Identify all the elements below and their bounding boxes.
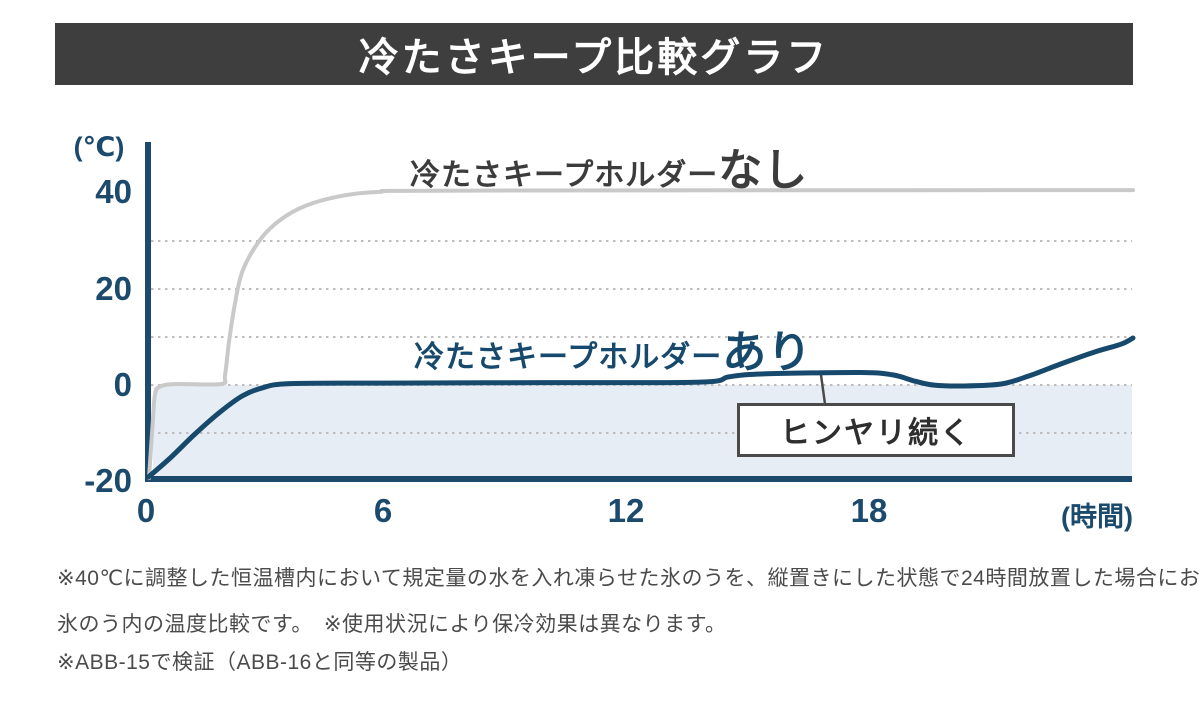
x-tick-18: 18: [850, 492, 888, 529]
series-ari-line: [145, 335, 1136, 480]
series-nashi-line: [147, 188, 1135, 481]
series-label-nashi-suffix: なし: [718, 146, 809, 195]
footnote-1: ※40℃に調整した恒温槽内において規定量の水を入れ凍らせた氷のうを、縦置きにした…: [57, 567, 1200, 590]
y-tick-40: 40: [95, 173, 132, 210]
x-tick-0: 0: [136, 492, 156, 529]
x-axis-unit: (時間): [1061, 502, 1133, 532]
callout-connector-line: [819, 374, 827, 405]
series-label-nashi: 冷たさキープホルダー なし: [410, 134, 808, 198]
chart-title-banner: 冷たさキープ比較グラフ: [55, 23, 1133, 85]
y-axis-unit: (℃): [73, 132, 125, 162]
series-label-ari-suffix: あり: [722, 328, 813, 377]
series-label-nashi-prefix: 冷たさキープホルダー: [410, 159, 719, 192]
callout-box: ヒンヤリ続く: [737, 403, 1015, 457]
x-tick-12: 12: [607, 492, 645, 529]
footnote-2: 氷のう内の温度比較です。 ※使用状況により保冷効果は異なります。: [57, 613, 727, 636]
footnote-3: ※ABB-15で検証（ABB-16と同等の製品）: [57, 651, 463, 674]
x-tick-6: 6: [373, 492, 393, 529]
y-tick-0: 0: [113, 366, 132, 403]
callout-label: ヒンヤリ続く: [780, 417, 972, 450]
chart-title: 冷たさキープ比較グラフ: [358, 36, 830, 80]
series-label-ari-prefix: 冷たさキープホルダー: [414, 341, 723, 374]
y-tick-20: 20: [95, 270, 132, 307]
y-tick-minus20: -20: [84, 462, 132, 499]
series-label-ari: 冷たさキープホルダー あり: [414, 316, 812, 380]
